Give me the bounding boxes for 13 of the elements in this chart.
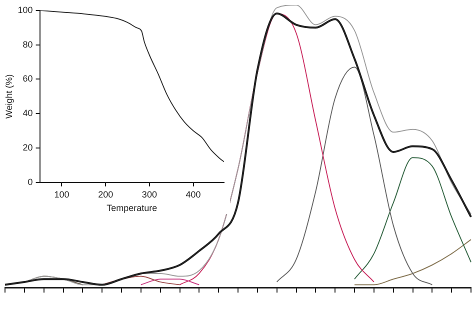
y-tick-label: 40	[22, 108, 33, 118]
y-axis-title: Weight (%)	[4, 74, 14, 119]
x-tick-label: 200	[98, 189, 114, 200]
y-tick-label: 60	[22, 74, 33, 84]
x-axis-title: Temperature	[106, 203, 158, 214]
line-series	[40, 10, 224, 162]
x-tick-label: 400	[186, 189, 201, 200]
y-tick-label: 100	[18, 4, 33, 15]
y-tick-label: 0	[28, 176, 33, 187]
x-tick-label: 100	[54, 189, 70, 200]
y-tick-label: 80	[22, 39, 33, 50]
y-tick-label: 20	[22, 142, 33, 152]
x-tick-label: 300	[142, 189, 157, 200]
